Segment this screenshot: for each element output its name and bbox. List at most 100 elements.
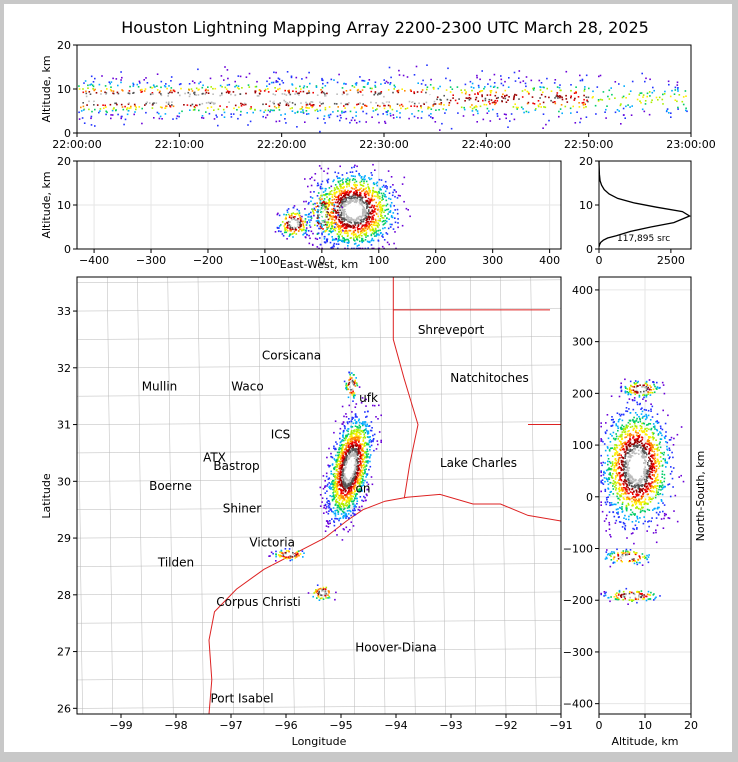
source-point xyxy=(341,207,343,209)
source-point xyxy=(404,90,406,92)
source-point xyxy=(447,68,449,70)
source-point xyxy=(668,84,670,86)
source-point xyxy=(344,425,346,427)
source-point xyxy=(317,209,319,211)
source-point xyxy=(294,112,296,114)
source-point xyxy=(372,190,374,192)
source-point xyxy=(345,437,347,439)
source-point xyxy=(335,491,337,493)
source-point xyxy=(298,230,300,232)
source-point xyxy=(325,85,327,87)
source-point xyxy=(333,448,335,450)
source-point xyxy=(112,114,114,116)
source-point xyxy=(630,90,632,92)
source-point xyxy=(350,191,352,193)
source-point xyxy=(283,225,285,227)
source-point xyxy=(351,207,353,209)
source-point xyxy=(340,234,342,236)
x-tick-label: 0 xyxy=(596,254,603,267)
source-point xyxy=(352,433,354,435)
source-point xyxy=(342,452,344,454)
source-point xyxy=(343,91,345,93)
source-point xyxy=(262,104,264,106)
source-point xyxy=(168,85,170,87)
source-point xyxy=(308,235,310,237)
source-point xyxy=(120,79,122,81)
source-point xyxy=(328,222,330,224)
source-point xyxy=(291,559,293,561)
source-point xyxy=(514,119,516,121)
source-point xyxy=(287,212,289,214)
source-point xyxy=(449,102,451,104)
source-point xyxy=(202,93,204,95)
source-point xyxy=(334,208,336,210)
source-point xyxy=(337,473,339,475)
source-point xyxy=(355,506,357,508)
source-point xyxy=(351,222,353,224)
source-point xyxy=(306,110,308,112)
source-point xyxy=(685,108,687,110)
source-point xyxy=(360,232,362,234)
source-point xyxy=(350,443,352,445)
source-point xyxy=(418,110,420,112)
source-point xyxy=(371,221,373,223)
source-point xyxy=(297,553,299,555)
source-point xyxy=(357,500,359,502)
source-point xyxy=(340,490,342,492)
source-point xyxy=(393,88,395,90)
source-point xyxy=(393,228,395,230)
source-point xyxy=(233,113,235,115)
source-point xyxy=(358,218,360,220)
source-point xyxy=(307,107,309,109)
source-point xyxy=(509,120,511,122)
source-point xyxy=(217,96,219,98)
source-point xyxy=(338,505,340,507)
source-point xyxy=(355,441,357,443)
source-point xyxy=(368,219,370,221)
source-point xyxy=(550,100,552,102)
source-point xyxy=(183,99,185,101)
source-point xyxy=(355,425,357,427)
source-point xyxy=(435,121,437,123)
source-point xyxy=(344,468,346,470)
source-point xyxy=(338,74,340,76)
source-point xyxy=(320,588,322,590)
city-label: Victoria xyxy=(249,536,295,550)
source-point xyxy=(451,128,453,130)
source-point xyxy=(306,104,308,106)
map-xlabel: Longitude xyxy=(292,735,347,748)
source-point xyxy=(343,515,345,517)
source-point xyxy=(365,195,367,197)
source-point xyxy=(416,106,418,108)
source-point xyxy=(344,475,346,477)
y-tick-label: 0 xyxy=(586,243,593,256)
source-point xyxy=(354,179,356,181)
source-point xyxy=(339,178,341,180)
source-point xyxy=(340,448,342,450)
source-point xyxy=(338,476,340,478)
source-point xyxy=(490,120,492,122)
source-point xyxy=(583,99,585,101)
source-point xyxy=(392,192,394,194)
source-point xyxy=(341,467,343,469)
source-point xyxy=(618,83,620,85)
source-point xyxy=(347,104,349,106)
source-point xyxy=(342,445,344,447)
source-point xyxy=(107,96,109,98)
source-point xyxy=(539,80,541,82)
source-point xyxy=(354,461,356,463)
source-point xyxy=(170,80,172,82)
source-point xyxy=(309,238,311,240)
source-point xyxy=(342,94,344,96)
source-point xyxy=(361,203,363,205)
source-point xyxy=(271,82,273,84)
source-point xyxy=(644,111,646,113)
source-point xyxy=(230,102,232,104)
source-point xyxy=(387,110,389,112)
source-point xyxy=(277,89,279,91)
source-point xyxy=(321,212,323,214)
source-point xyxy=(319,593,321,595)
source-point xyxy=(215,115,217,117)
source-point xyxy=(455,100,457,102)
source-point xyxy=(329,106,331,108)
